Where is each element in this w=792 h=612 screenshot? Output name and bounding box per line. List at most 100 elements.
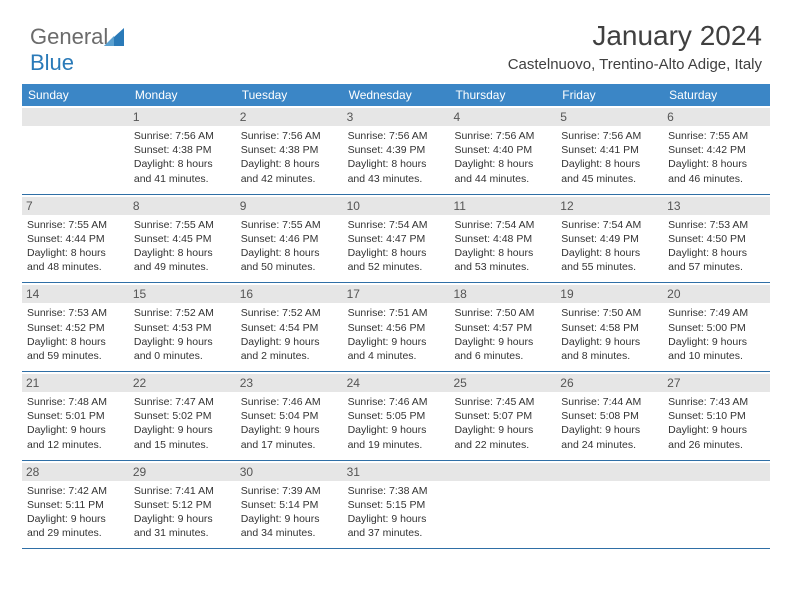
day-cell: 25Sunrise: 7:45 AMSunset: 5:07 PMDayligh…	[449, 372, 556, 460]
daylight-line-2: and 50 minutes.	[241, 260, 338, 274]
day-number: 25	[449, 374, 556, 392]
sunset-line: Sunset: 4:56 PM	[348, 321, 445, 335]
week-row: 7Sunrise: 7:55 AMSunset: 4:44 PMDaylight…	[22, 195, 770, 284]
sunrise-line: Sunrise: 7:56 AM	[348, 129, 445, 143]
day-number: 12	[556, 197, 663, 215]
weekday-header: Friday	[556, 84, 663, 106]
sunrise-line: Sunrise: 7:56 AM	[241, 129, 338, 143]
daylight-line-1: Daylight: 8 hours	[454, 246, 551, 260]
day-number: 2	[236, 108, 343, 126]
daylight-line-2: and 44 minutes.	[454, 172, 551, 186]
location-subtitle: Castelnuovo, Trentino-Alto Adige, Italy	[508, 56, 762, 73]
daylight-line-2: and 55 minutes.	[561, 260, 658, 274]
day-cell: 20Sunrise: 7:49 AMSunset: 5:00 PMDayligh…	[663, 283, 770, 371]
day-number: 4	[449, 108, 556, 126]
sunset-line: Sunset: 4:38 PM	[134, 143, 231, 157]
weekday-header: Saturday	[663, 84, 770, 106]
day-number: 7	[22, 197, 129, 215]
sunset-line: Sunset: 4:42 PM	[668, 143, 765, 157]
calendar-grid: Sunday Monday Tuesday Wednesday Thursday…	[22, 84, 770, 549]
daylight-line-1: Daylight: 9 hours	[241, 335, 338, 349]
brand-logo: General Blue	[30, 24, 124, 76]
day-number: 20	[663, 285, 770, 303]
daylight-line-1: Daylight: 8 hours	[454, 157, 551, 171]
daylight-line-1: Daylight: 8 hours	[561, 246, 658, 260]
sunset-line: Sunset: 4:54 PM	[241, 321, 338, 335]
sunrise-line: Sunrise: 7:56 AM	[561, 129, 658, 143]
day-number: 15	[129, 285, 236, 303]
daylight-line-1: Daylight: 9 hours	[348, 512, 445, 526]
daylight-line-2: and 59 minutes.	[27, 349, 124, 363]
daylight-line-1: Daylight: 9 hours	[241, 423, 338, 437]
sunrise-line: Sunrise: 7:55 AM	[134, 218, 231, 232]
daylight-line-1: Daylight: 8 hours	[668, 157, 765, 171]
blank-day-header	[663, 463, 770, 481]
sunset-line: Sunset: 5:01 PM	[27, 409, 124, 423]
sunset-line: Sunset: 4:50 PM	[668, 232, 765, 246]
sunset-line: Sunset: 4:46 PM	[241, 232, 338, 246]
sunset-line: Sunset: 5:11 PM	[27, 498, 124, 512]
day-cell: 21Sunrise: 7:48 AMSunset: 5:01 PMDayligh…	[22, 372, 129, 460]
daylight-line-1: Daylight: 8 hours	[27, 335, 124, 349]
sunset-line: Sunset: 5:12 PM	[134, 498, 231, 512]
day-cell	[449, 461, 556, 549]
sunrise-line: Sunrise: 7:39 AM	[241, 484, 338, 498]
daylight-line-2: and 43 minutes.	[348, 172, 445, 186]
day-number: 31	[343, 463, 450, 481]
day-number: 6	[663, 108, 770, 126]
sunrise-line: Sunrise: 7:42 AM	[27, 484, 124, 498]
daylight-line-2: and 42 minutes.	[241, 172, 338, 186]
sunrise-line: Sunrise: 7:45 AM	[454, 395, 551, 409]
day-number: 1	[129, 108, 236, 126]
daylight-line-2: and 34 minutes.	[241, 526, 338, 540]
day-number: 17	[343, 285, 450, 303]
day-cell: 9Sunrise: 7:55 AMSunset: 4:46 PMDaylight…	[236, 195, 343, 283]
day-number: 22	[129, 374, 236, 392]
daylight-line-1: Daylight: 9 hours	[561, 423, 658, 437]
day-cell: 31Sunrise: 7:38 AMSunset: 5:15 PMDayligh…	[343, 461, 450, 549]
sunset-line: Sunset: 4:40 PM	[454, 143, 551, 157]
daylight-line-1: Daylight: 9 hours	[241, 512, 338, 526]
sunrise-line: Sunrise: 7:47 AM	[134, 395, 231, 409]
daylight-line-2: and 17 minutes.	[241, 438, 338, 452]
sunset-line: Sunset: 5:05 PM	[348, 409, 445, 423]
day-cell	[663, 461, 770, 549]
day-cell: 8Sunrise: 7:55 AMSunset: 4:45 PMDaylight…	[129, 195, 236, 283]
daylight-line-2: and 41 minutes.	[134, 172, 231, 186]
day-cell: 4Sunrise: 7:56 AMSunset: 4:40 PMDaylight…	[449, 106, 556, 194]
sunset-line: Sunset: 5:08 PM	[561, 409, 658, 423]
day-cell: 26Sunrise: 7:44 AMSunset: 5:08 PMDayligh…	[556, 372, 663, 460]
sunset-line: Sunset: 5:00 PM	[668, 321, 765, 335]
sunrise-line: Sunrise: 7:55 AM	[27, 218, 124, 232]
daylight-line-1: Daylight: 8 hours	[27, 246, 124, 260]
daylight-line-1: Daylight: 9 hours	[668, 423, 765, 437]
daylight-line-1: Daylight: 8 hours	[134, 246, 231, 260]
daylight-line-1: Daylight: 9 hours	[134, 423, 231, 437]
daylight-line-2: and 0 minutes.	[134, 349, 231, 363]
day-cell	[556, 461, 663, 549]
sunset-line: Sunset: 5:04 PM	[241, 409, 338, 423]
day-number: 3	[343, 108, 450, 126]
daylight-line-1: Daylight: 9 hours	[561, 335, 658, 349]
daylight-line-1: Daylight: 8 hours	[134, 157, 231, 171]
day-number: 13	[663, 197, 770, 215]
daylight-line-2: and 22 minutes.	[454, 438, 551, 452]
day-cell: 5Sunrise: 7:56 AMSunset: 4:41 PMDaylight…	[556, 106, 663, 194]
daylight-line-2: and 31 minutes.	[134, 526, 231, 540]
day-cell: 3Sunrise: 7:56 AMSunset: 4:39 PMDaylight…	[343, 106, 450, 194]
day-cell: 14Sunrise: 7:53 AMSunset: 4:52 PMDayligh…	[22, 283, 129, 371]
day-number: 21	[22, 374, 129, 392]
sunrise-line: Sunrise: 7:53 AM	[27, 306, 124, 320]
day-cell: 24Sunrise: 7:46 AMSunset: 5:05 PMDayligh…	[343, 372, 450, 460]
sunrise-line: Sunrise: 7:53 AM	[668, 218, 765, 232]
day-number: 9	[236, 197, 343, 215]
sunrise-line: Sunrise: 7:50 AM	[454, 306, 551, 320]
blank-day-header	[449, 463, 556, 481]
daylight-line-2: and 53 minutes.	[454, 260, 551, 274]
day-number: 24	[343, 374, 450, 392]
sunrise-line: Sunrise: 7:54 AM	[454, 218, 551, 232]
daylight-line-2: and 6 minutes.	[454, 349, 551, 363]
daylight-line-2: and 2 minutes.	[241, 349, 338, 363]
sunrise-line: Sunrise: 7:38 AM	[348, 484, 445, 498]
daylight-line-2: and 8 minutes.	[561, 349, 658, 363]
